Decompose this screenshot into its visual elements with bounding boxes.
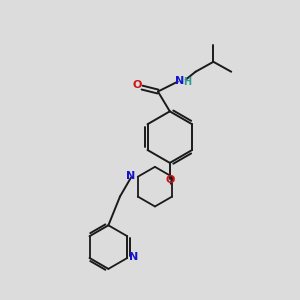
Text: N: N [175, 76, 184, 85]
Text: N: N [129, 252, 138, 262]
Text: H: H [184, 76, 192, 87]
Text: O: O [165, 175, 175, 185]
Text: N: N [126, 171, 136, 181]
Text: O: O [132, 80, 142, 90]
